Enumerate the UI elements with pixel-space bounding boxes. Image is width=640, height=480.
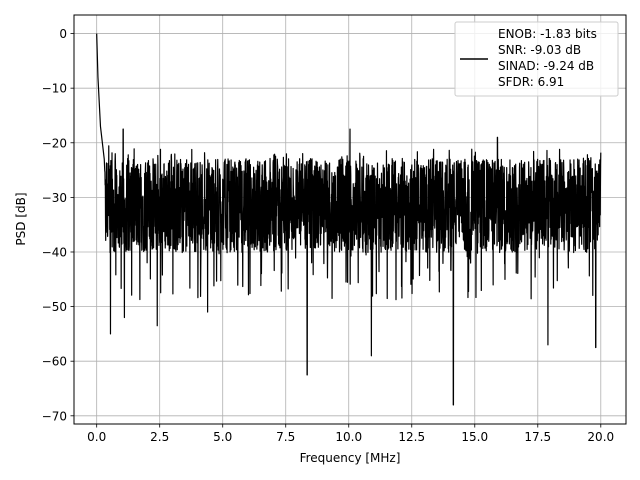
y-tick-label: 0 bbox=[59, 27, 67, 41]
y-tick-label: −10 bbox=[42, 82, 67, 96]
x-tick-label: 15.0 bbox=[461, 430, 488, 444]
legend-text-sfdr: SFDR: 6.91 bbox=[498, 75, 564, 89]
plot-frame bbox=[73, 14, 627, 425]
x-tick-label: 7.5 bbox=[276, 430, 295, 444]
axis-ticks: 0.0 2.5 5.0 7.5 10.0 12.5 15.0 17.5 20.0 0 −10 −20 −… bbox=[42, 27, 614, 444]
legend: ENOB: -1.83 bits SNR: -9.03 dB SINAD: -9… bbox=[454, 21, 619, 97]
x-axis-label: Frequency [MHz] bbox=[300, 451, 401, 465]
x-tick-label: 12.5 bbox=[398, 430, 425, 444]
x-tick-label: 5.0 bbox=[213, 430, 232, 444]
legend-text-enob: ENOB: -1.83 bits bbox=[498, 27, 597, 41]
y-tick-label: −50 bbox=[42, 300, 67, 314]
psd-line bbox=[96, 33, 602, 406]
y-tick-label: −40 bbox=[42, 245, 67, 259]
legend-box bbox=[454, 21, 619, 97]
x-tick-label: 2.5 bbox=[150, 430, 169, 444]
legend-text-sinad: SINAD: -9.24 dB bbox=[498, 59, 594, 73]
x-tick-label: 10.0 bbox=[335, 430, 362, 444]
x-tick-label: 0.0 bbox=[87, 430, 106, 444]
x-tick-label: 20.0 bbox=[587, 430, 614, 444]
y-axis-label: PSD [dB] bbox=[14, 192, 28, 245]
psd-series bbox=[96, 33, 602, 406]
y-tick-label: −60 bbox=[42, 355, 67, 369]
x-tick-label: 17.5 bbox=[524, 430, 551, 444]
y-tick-label: −70 bbox=[42, 409, 67, 423]
legend-text-snr: SNR: -9.03 dB bbox=[498, 43, 581, 57]
y-tick-label: −30 bbox=[42, 191, 67, 205]
y-tick-label: −20 bbox=[42, 136, 67, 150]
